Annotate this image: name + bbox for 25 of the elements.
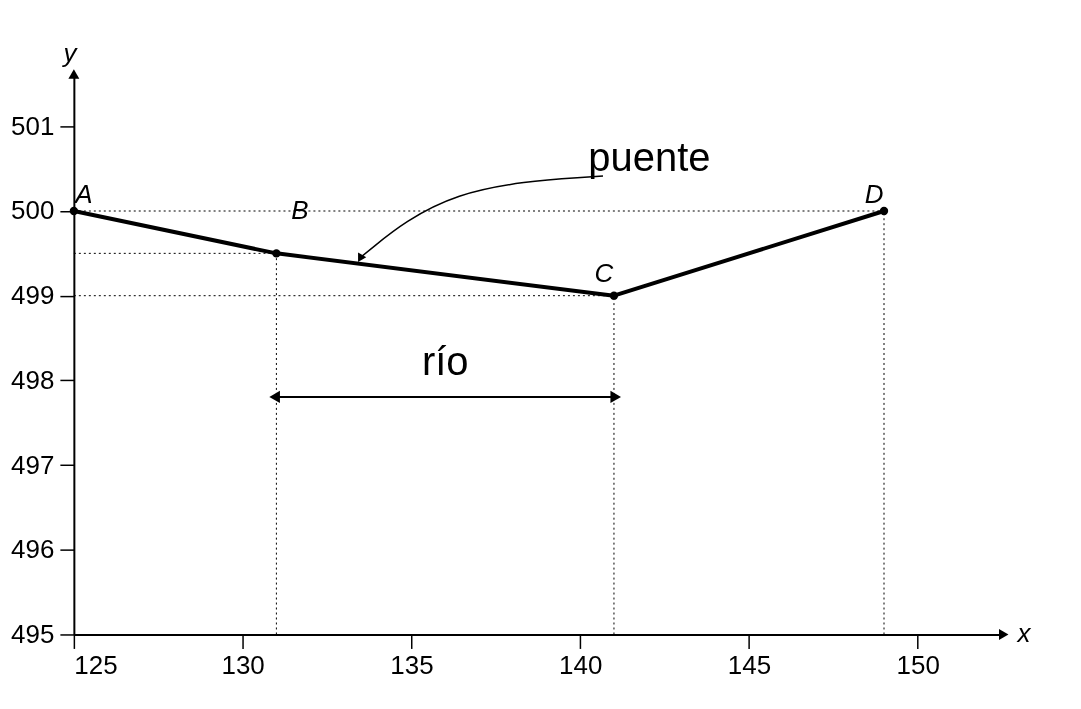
annotation: puente <box>588 135 711 180</box>
x-tick-label: 125 <box>74 650 118 679</box>
y-tick-label: 497 <box>11 450 55 479</box>
point <box>609 291 619 300</box>
annotation: A <box>73 180 93 209</box>
y-tick-label: 498 <box>11 365 55 394</box>
point <box>879 206 889 216</box>
y-tick-label: 495 <box>11 619 55 648</box>
y-tick-label: 500 <box>11 196 55 225</box>
x-tick-label: 145 <box>727 650 772 679</box>
x-tick-label: 135 <box>390 650 434 679</box>
annotation: C <box>594 258 614 287</box>
x-axis-title: x <box>1015 619 1032 648</box>
point <box>272 249 281 258</box>
y-tick-label: 496 <box>11 535 55 564</box>
y-tick-label: 501 <box>11 111 55 140</box>
annotation: B <box>291 195 309 224</box>
y-axis-title: y <box>61 38 79 67</box>
point <box>69 206 79 216</box>
x-tick-label: 130 <box>221 650 265 679</box>
annotation: río <box>421 339 469 384</box>
annotation: D <box>864 180 884 209</box>
x-tick-label: 140 <box>559 650 603 679</box>
y-tick-label: 499 <box>11 281 55 310</box>
x-tick-label: 150 <box>896 650 940 679</box>
